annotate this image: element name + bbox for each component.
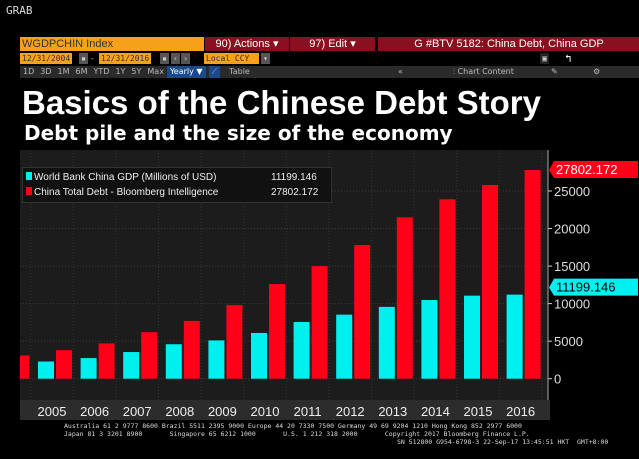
chart-icon: ⫶ (453, 67, 458, 76)
x-tick-label: 2009 (208, 404, 237, 419)
bar-gdp (464, 295, 480, 379)
bar-gdp (293, 322, 310, 379)
y-tick-label: 20000 (554, 222, 590, 237)
bar-gdp (38, 361, 54, 379)
edit-menu[interactable]: 97) Edit ▾ (290, 37, 375, 51)
y-tick-label: 25000 (554, 184, 590, 199)
x-tick-label: 2007 (123, 404, 152, 419)
table-button[interactable]: Table (229, 67, 250, 76)
bar-debt (524, 169, 541, 379)
last-value-label: 27802.172 (556, 162, 617, 177)
footer-session: SN 512800 G954-6798-3 22-Sep-17 13:45:51… (397, 438, 609, 446)
x-tick-label: 2013 (378, 404, 407, 419)
bar-gdp (336, 314, 353, 379)
back-icon[interactable]: ↰ (565, 52, 572, 65)
x-tick-label: 2015 (464, 404, 493, 419)
x-tick-label: 2006 (80, 404, 109, 419)
edit-icon[interactable]: ✎ (551, 67, 558, 76)
calendar-icon[interactable]: ▪ (79, 53, 88, 64)
page-subtitle: Debt pile and the size of the economy (24, 121, 453, 145)
range-toolbar: 1D 3D 1M 6M YTD 1Y 5Y Max Yearly ▼ ⟋ Table « ⫶ Cha… (20, 66, 639, 78)
next-icon[interactable]: › (181, 53, 190, 64)
settings-icon[interactable]: ⚙ (593, 67, 601, 76)
y-tick-label: 0 (554, 372, 561, 387)
actions-menu[interactable]: 90) Actions ▾ (205, 37, 289, 51)
collapse-icon[interactable]: « (398, 67, 403, 76)
bar-debt (183, 320, 200, 379)
bar-debt (396, 217, 413, 379)
y-tick-label: 10000 (554, 297, 590, 312)
range-ytd[interactable]: YTD (93, 67, 110, 76)
x-tick-label: 2008 (165, 404, 194, 419)
y-tick-label: 15000 (554, 259, 590, 274)
bar-debt (311, 266, 328, 379)
last-value-label: 11199.146 (556, 280, 616, 295)
y-tick-label: 5000 (554, 334, 583, 349)
x-axis-band (20, 400, 550, 420)
bar-debt (141, 332, 158, 379)
range-5y[interactable]: 5Y (131, 67, 142, 76)
bar-gdp (421, 300, 438, 379)
bar-gdp (123, 352, 140, 379)
range-6m[interactable]: 6M (75, 67, 88, 76)
bar-gdp (251, 332, 267, 379)
x-tick-label: 2005 (38, 404, 67, 419)
bar-debt (226, 305, 243, 379)
x-tick-label: 2012 (336, 404, 365, 419)
legend-item-debt[interactable]: China Total Debt - Bloomberg Intelligenc… (26, 185, 328, 200)
end-date-input[interactable]: 12/31/2016 (99, 53, 152, 64)
bar-debt (20, 355, 30, 379)
calendar-icon[interactable]: ▪ (160, 53, 169, 64)
bar-gdp (506, 294, 523, 379)
bar-gdp (378, 306, 395, 379)
bar-gdp (80, 358, 97, 379)
currency-select[interactable]: Local CCY (204, 53, 259, 64)
prev-icon[interactable]: ‹ (171, 53, 180, 64)
x-tick-label: 2016 (506, 404, 535, 419)
bar-debt (56, 350, 72, 379)
range-1m[interactable]: 1M (57, 67, 70, 76)
date-separator: - (90, 54, 95, 63)
x-tick-label: 2014 (421, 404, 450, 419)
bar-debt (482, 184, 498, 379)
x-tick-label: 2011 (294, 404, 322, 419)
range-1y[interactable]: 1Y (115, 67, 126, 76)
range-3d[interactable]: 3D (40, 67, 52, 76)
footer-contacts: Australia 61 2 9777 8600 Brazil 5511 239… (64, 422, 522, 430)
line-chart-icon[interactable]: ⟋ (208, 66, 221, 78)
bar-debt (98, 343, 115, 379)
bar-debt (354, 245, 371, 379)
bar-chart: 2005 2006 2007 2008 2009 2010 2011 2012 2013 2014… (20, 150, 638, 420)
chart-title-field[interactable]: G #BTV 5182: China Debt, China GDP (378, 37, 639, 51)
chart-legend: World Bank China GDP (Millions of USD) 11… (22, 167, 332, 203)
ticker-input[interactable]: WGDPCHIN Index (20, 37, 204, 51)
bar-debt (439, 199, 456, 379)
chart-content-button[interactable]: ⫶ Chart Content (453, 67, 514, 76)
range-max[interactable]: Max (147, 67, 164, 76)
last-value-badge-debt (549, 160, 638, 178)
window-icon[interactable]: ▣ (540, 53, 549, 64)
grab-label: GRAB (6, 4, 33, 17)
currency-dropdown-icon[interactable]: ▾ (261, 53, 270, 64)
bar-gdp (165, 344, 182, 379)
page-title: Basics of the Chinese Debt Story (22, 84, 541, 121)
x-tick-label: 2010 (251, 404, 280, 419)
last-value-badge-gdp (549, 278, 638, 296)
range-1d[interactable]: 1D (23, 67, 35, 76)
period-select[interactable]: Yearly ▼ (166, 66, 206, 78)
start-date-input[interactable]: 12/31/2004 (20, 53, 73, 64)
footer-copyright: Japan 81 3 3201 8900 Singapore 65 6212 1… (64, 430, 530, 438)
legend-item-gdp[interactable]: World Bank China GDP (Millions of USD) 11… (26, 170, 328, 185)
bar-gdp (208, 340, 225, 379)
bar-debt (269, 284, 285, 379)
